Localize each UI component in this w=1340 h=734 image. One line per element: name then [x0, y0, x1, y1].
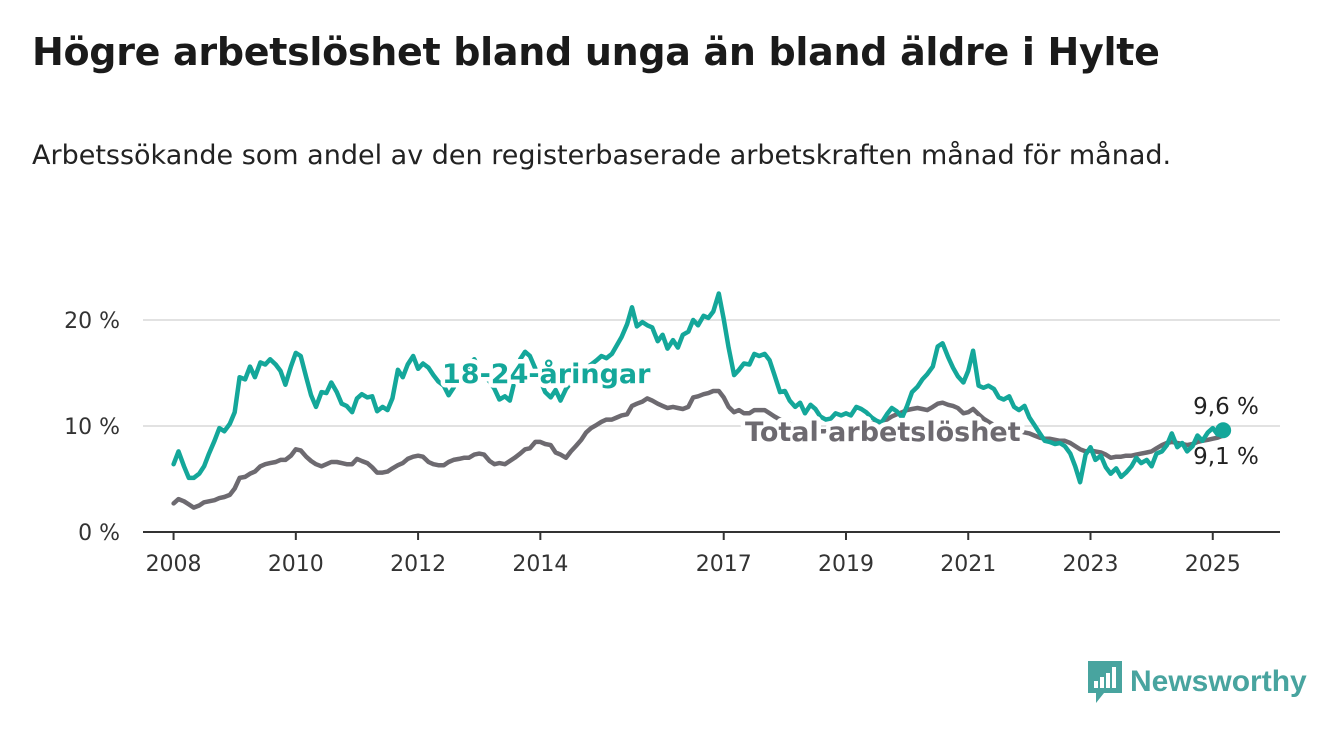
series-label-total-halo: Total arbetslöshet	[745, 417, 1021, 448]
line-chart: 0 % 10 % 20 % 2008 2010 2012 2014 2017 2019 2021…	[64, 291, 1280, 577]
end-value-youth: 9,6 %	[1193, 394, 1259, 420]
newsworthy-logo[interactable]: Newsworthy	[1088, 660, 1307, 704]
series-label-total: Total arbetslöshet	[745, 417, 1021, 448]
x-axis: 2008 2010 2012 2014 2017 2019 2021 2023 2025	[143, 531, 1280, 577]
y-tick-label: 0 %	[78, 521, 120, 546]
x-tick-label: 2019	[818, 552, 874, 577]
end-value-total: 9,1 %	[1193, 444, 1259, 470]
series-label-youth-halo: 18-24-åringar	[442, 358, 651, 390]
x-tick-label: 2010	[268, 552, 324, 577]
brand-name: Newsworthy	[1130, 665, 1307, 698]
y-tick-label: 10 %	[64, 415, 120, 440]
series-line-total	[171, 388, 1226, 510]
chart-title: Högre arbetslöshet bland unga än bland ä…	[32, 30, 1160, 74]
x-tick-label: 2008	[146, 552, 202, 577]
x-tick-label: 2012	[390, 552, 446, 577]
gridlines: 0 % 10 % 20 %	[64, 309, 1280, 546]
series-layer	[171, 291, 1232, 510]
x-tick-label: 2017	[696, 552, 752, 577]
series-end-marker	[1215, 422, 1232, 439]
chart-subtitle: Arbetssökande som andel av den registerb…	[32, 140, 1172, 171]
x-tick-label: 2021	[940, 552, 996, 577]
y-tick-label: 20 %	[64, 309, 120, 334]
series-line-youth	[171, 291, 1226, 485]
x-tick-label: 2014	[512, 552, 568, 577]
newsworthy-logo-icon	[1088, 661, 1122, 703]
x-tick-label: 2025	[1185, 552, 1241, 577]
series-label-youth: 18-24-åringar	[442, 358, 651, 390]
x-tick-label: 2023	[1063, 552, 1119, 577]
